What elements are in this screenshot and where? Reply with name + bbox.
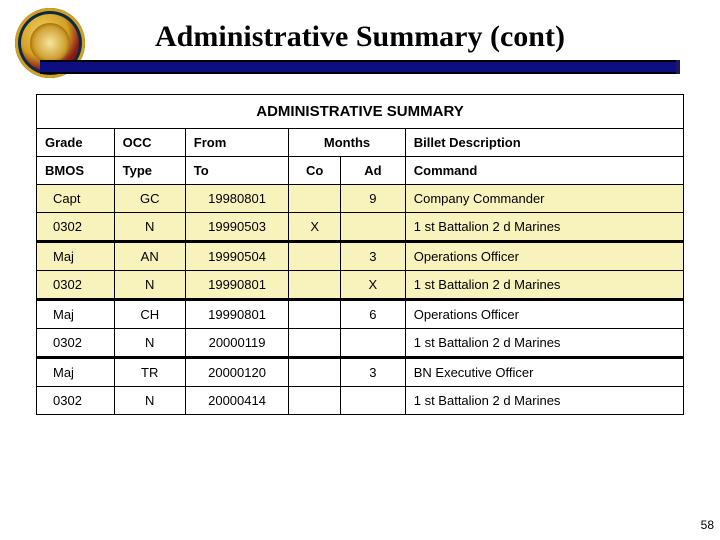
- cell-date: 19980801: [185, 185, 289, 213]
- cell-co: [289, 242, 341, 271]
- cell-occ: AN: [114, 242, 185, 271]
- hdr-occ: OCC: [114, 129, 185, 157]
- cell-ad: 9: [341, 185, 406, 213]
- hdr-grade: Grade: [37, 129, 115, 157]
- cell-grade: 0302: [37, 387, 115, 415]
- cell-desc: 1 st Battalion 2 d Marines: [405, 213, 683, 242]
- cell-desc: Company Commander: [405, 185, 683, 213]
- cell-date: 19990801: [185, 271, 289, 300]
- header-row-2: BMOS Type To Co Ad Command: [37, 157, 684, 185]
- cell-grade: Capt: [37, 185, 115, 213]
- cell-occ: N: [114, 329, 185, 358]
- cell-date: 19990801: [185, 300, 289, 329]
- cell-grade: Maj: [37, 300, 115, 329]
- cell-co: X: [289, 213, 341, 242]
- table-row: MajTR20000120 3BN Executive Officer: [37, 358, 684, 387]
- header-row-1: Grade OCC From Months Billet Description: [37, 129, 684, 157]
- cell-date: 20000120: [185, 358, 289, 387]
- cell-desc: Operations Officer: [405, 300, 683, 329]
- cell-date: 20000119: [185, 329, 289, 358]
- cell-date: 19990503: [185, 213, 289, 242]
- hdr-from: From: [185, 129, 289, 157]
- slide-header: Administrative Summary (cont): [0, 0, 720, 74]
- cell-desc: Operations Officer: [405, 242, 683, 271]
- cell-ad: X: [341, 271, 406, 300]
- hdr-co: Co: [289, 157, 341, 185]
- hdr-months: Months: [289, 129, 405, 157]
- table-row: 0302N20000414 1 st Battalion 2 d Marines: [37, 387, 684, 415]
- hdr-command: Command: [405, 157, 683, 185]
- hdr-billet: Billet Description: [405, 129, 683, 157]
- cell-ad: 3: [341, 358, 406, 387]
- cell-desc: BN Executive Officer: [405, 358, 683, 387]
- page-number: 58: [701, 518, 714, 532]
- cell-co: [289, 387, 341, 415]
- page-title: Administrative Summary (cont): [20, 20, 700, 54]
- table-row: MajAN19990504 3Operations Officer: [37, 242, 684, 271]
- cell-desc: 1 st Battalion 2 d Marines: [405, 271, 683, 300]
- cell-occ: N: [114, 387, 185, 415]
- cell-co: [289, 271, 341, 300]
- cell-co: [289, 300, 341, 329]
- table-row: CaptGC19980801 9Company Commander: [37, 185, 684, 213]
- cell-occ: TR: [114, 358, 185, 387]
- table-row: MajCH19990801 6Operations Officer: [37, 300, 684, 329]
- table-row: 0302N20000119 1 st Battalion 2 d Marines: [37, 329, 684, 358]
- cell-occ: N: [114, 271, 185, 300]
- cell-ad: 3: [341, 242, 406, 271]
- summary-table: ADMINISTRATIVE SUMMARY Grade OCC From Mo…: [36, 94, 684, 415]
- cell-occ: CH: [114, 300, 185, 329]
- hdr-bmos: BMOS: [37, 157, 115, 185]
- cell-ad: [341, 213, 406, 242]
- cell-grade: Maj: [37, 242, 115, 271]
- table-body: CaptGC199808019Company Commander0302N199…: [37, 185, 684, 415]
- cell-date: 20000414: [185, 387, 289, 415]
- table-section-title: ADMINISTRATIVE SUMMARY: [37, 95, 684, 129]
- hdr-to: To: [185, 157, 289, 185]
- cell-desc: 1 st Battalion 2 d Marines: [405, 387, 683, 415]
- cell-ad: 6: [341, 300, 406, 329]
- summary-table-container: ADMINISTRATIVE SUMMARY Grade OCC From Mo…: [36, 94, 684, 415]
- seal-inner-icon: [30, 23, 70, 63]
- title-rule: [40, 60, 680, 74]
- cell-ad: [341, 387, 406, 415]
- cell-ad: [341, 329, 406, 358]
- cell-date: 19990504: [185, 242, 289, 271]
- cell-grade: 0302: [37, 329, 115, 358]
- hdr-type: Type: [114, 157, 185, 185]
- cell-desc: 1 st Battalion 2 d Marines: [405, 329, 683, 358]
- cell-co: [289, 358, 341, 387]
- cell-grade: Maj: [37, 358, 115, 387]
- table-row: 0302N19990503X 1 st Battalion 2 d Marines: [37, 213, 684, 242]
- cell-occ: N: [114, 213, 185, 242]
- cell-grade: 0302: [37, 213, 115, 242]
- table-row: 0302N19990801 X1 st Battalion 2 d Marines: [37, 271, 684, 300]
- cell-occ: GC: [114, 185, 185, 213]
- cell-grade: 0302: [37, 271, 115, 300]
- cell-co: [289, 329, 341, 358]
- hdr-ad: Ad: [341, 157, 406, 185]
- cell-co: [289, 185, 341, 213]
